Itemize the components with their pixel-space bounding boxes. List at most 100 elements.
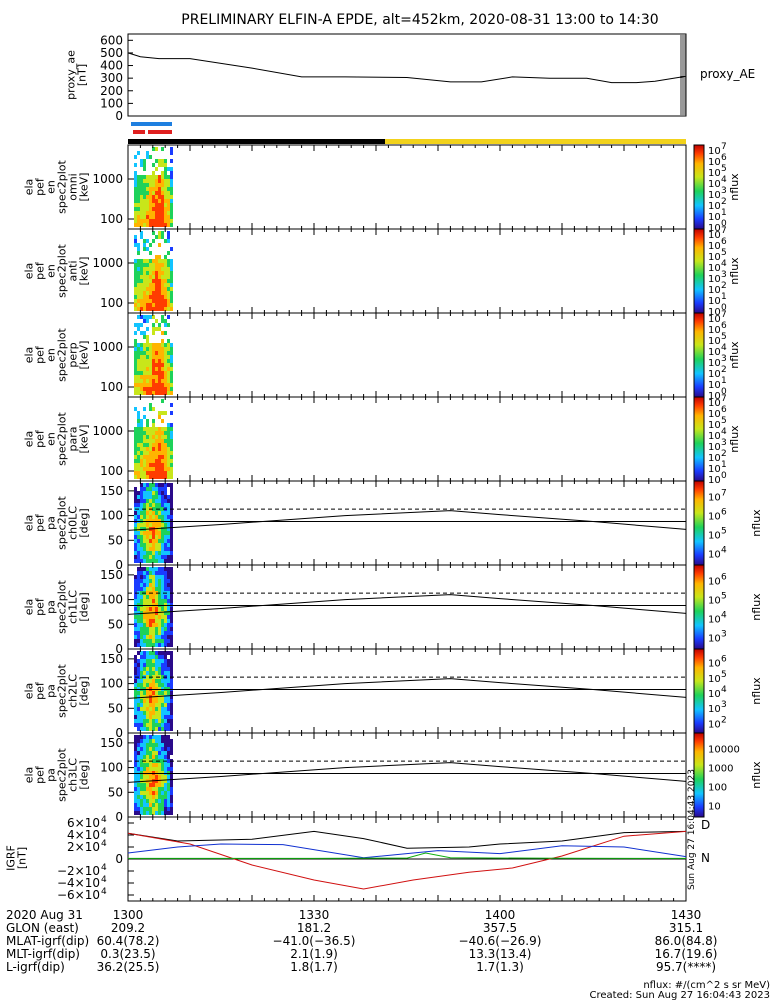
pa-panel-2-cell: [134, 699, 137, 703]
pa-panel-1-cell: [161, 579, 164, 583]
pa-panel-0-cell: [164, 483, 167, 487]
spec-panel-0-cell: [149, 215, 152, 219]
pa-panel-2-cell: [140, 651, 143, 655]
spec-panel-2-cell: [143, 379, 146, 383]
pa-panel-1-cell: [140, 607, 143, 611]
pa-panel-2-cell: [167, 699, 170, 703]
spec-panel-1-cell: [140, 303, 143, 307]
pa-panel-0-cell: [158, 531, 161, 535]
pa-panel-0-cell: [152, 483, 155, 487]
pa-panel-1-cell: [140, 639, 143, 643]
pa-panel-1-cell: [161, 643, 164, 647]
pa-panel-3-cell: [161, 799, 164, 803]
pa-panel-0-cell: [161, 519, 164, 523]
spec-panel-1-cell: [161, 275, 164, 279]
pa-panel-0-cell: [164, 547, 167, 551]
spec-panel-0-cell: [164, 171, 167, 175]
pa-panel-1-cell: [140, 575, 143, 579]
spec-panel-2-cell: [170, 343, 173, 347]
pa-panel-3-cell: [155, 763, 158, 767]
pa-panel-3-cell: [161, 783, 164, 787]
spec-panel-0-cell: [158, 195, 161, 199]
pa-panel-3-ytick-label: 150: [100, 736, 123, 750]
spec-panel-3-cell: [152, 443, 155, 447]
spec-panel-0-cell: [158, 215, 161, 219]
pa-panel-3-ytick-label: 0: [115, 810, 123, 824]
pa-panel-3-cell: [170, 811, 173, 815]
pa-panel-1-cell: [140, 579, 143, 583]
spec-panel-1-cell: [149, 243, 152, 247]
pa-panel-3-cell: [146, 807, 149, 811]
spec-panel-1-cell: [152, 267, 155, 271]
spec-panel-0-cell: [167, 203, 170, 207]
spec-panel-1-cell: [143, 279, 146, 283]
pa-panel-3-cell: [137, 763, 140, 767]
pa-panel-3-cell: [146, 755, 149, 759]
pa-panel-1-cell: [143, 639, 146, 643]
pa-panel-1-cell: [155, 635, 158, 639]
pa-panel-3-cell: [158, 771, 161, 775]
pa-panel-2-cell: [134, 715, 137, 719]
pa-panel-2-cell: [143, 707, 146, 711]
spec-panel-1-cell: [134, 291, 137, 295]
spec-panel-1-cell: [167, 259, 170, 263]
spec-panel-0-cell: [170, 219, 173, 223]
pa-panel-1-cell: [140, 567, 143, 571]
pa-panel-3-cell: [143, 783, 146, 787]
pa-panel-2-ytick-label: 150: [100, 652, 123, 666]
pa-panel-0-cell: [149, 487, 152, 491]
spec-panel-2-cell: [143, 367, 146, 371]
spec-panel-3-cell: [140, 475, 143, 479]
spec-panel-3-cell: [152, 451, 155, 455]
pa-panel-2-cell: [164, 671, 167, 675]
pa-panel-0-cell: [164, 555, 167, 559]
pa-panel-0-cell: [167, 519, 170, 523]
spec-panel-2-cell: [155, 347, 158, 351]
spec-panel-0-cell: [134, 155, 137, 159]
pa-panel-0-loss-cone-line: [127, 510, 687, 531]
pa-panel-1-cell: [143, 599, 146, 603]
pa-panel-0-cell: [149, 551, 152, 555]
pa-panel-1-cell: [152, 595, 155, 599]
spec-panel-1-cell: [155, 235, 158, 239]
pa-panel-2-cell: [140, 723, 143, 727]
spec-panel-2-cell: [161, 371, 164, 375]
pa-panel-0-cell: [137, 495, 140, 499]
pa-panel-2-cell: [170, 707, 173, 711]
spec-panel-1-cell: [137, 247, 140, 251]
spec-panel-3-ylabel-line: en: [45, 432, 58, 446]
spec-panel-0-cell: [164, 187, 167, 191]
spec-panel-1-cell: [137, 295, 140, 299]
proxy-ae-ytick-label: 0: [115, 109, 123, 123]
spec-panel-0-cell: [170, 171, 173, 175]
spec-panel-0-cell: [146, 191, 149, 195]
spec-panel-1-cell: [161, 267, 164, 271]
pa-panel-2-cell: [152, 671, 155, 675]
spec-panel-3-cell: [143, 459, 146, 463]
spec-panel-0-cell: [164, 159, 167, 163]
spec-panel-3-cell: [146, 455, 149, 459]
pa-panel-0-cell: [170, 515, 173, 519]
spec-panel-1-cell: [152, 303, 155, 307]
spec-panel-0-cell: [152, 187, 155, 191]
spec-panel-2-cell: [161, 351, 164, 355]
pa-panel-0-cell: [152, 495, 155, 499]
spec-panel-1-cell: [140, 259, 143, 263]
pa-panel-2-cell: [158, 715, 161, 719]
pa-panel-3-cell: [167, 791, 170, 795]
pa-panel-0-cell: [167, 495, 170, 499]
pa-panel-1-cell: [164, 635, 167, 639]
pa-panel-3-cell: [137, 807, 140, 811]
spec-panel-2-cell: [158, 327, 161, 331]
pa-panel-3-cell: [137, 795, 140, 799]
pa-panel-0-cbar-exp: 4: [721, 546, 727, 556]
spec-panel-2-cell: [146, 383, 149, 387]
pa-panel-0-cell: [161, 515, 164, 519]
pa-panel-2-cell: [140, 667, 143, 671]
spec-panel-3-cell: [134, 463, 137, 467]
spec-panel-2-cell: [140, 387, 143, 391]
pa-panel-2-cell: [146, 667, 149, 671]
spec-panel-1-cell: [140, 263, 143, 267]
spec-panel-1-cell: [158, 295, 161, 299]
igrf-panel: 6×10 44×10 42×10 40−2×10 4−4×10 4−6×10 4IGRF[n…: [5, 769, 711, 902]
